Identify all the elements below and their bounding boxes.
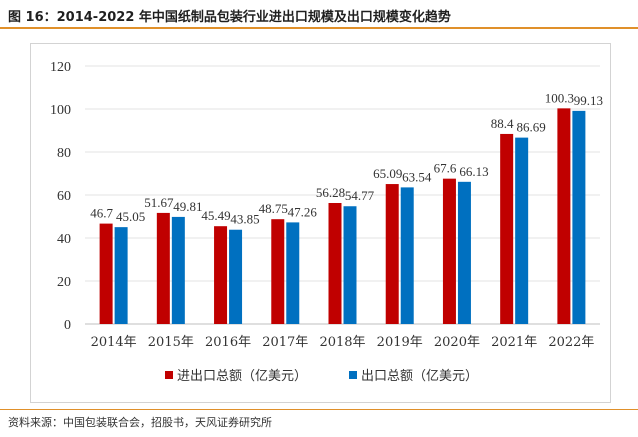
legend-export-label: 出口总额（亿美元） [361,369,478,384]
source-divider [0,409,638,410]
y-tick-label: 0 [64,318,71,333]
bars [99,108,586,324]
import-export-value-label: 100.3 [545,90,574,105]
export-bar [515,137,529,324]
y-tick-label: 120 [50,60,71,75]
x-tick-label: 2015年 [148,335,194,350]
legend: 进出口总额（亿美元） 出口总额（亿美元） [165,369,478,384]
x-tick-label: 2022年 [548,335,594,350]
export-bar [343,206,357,324]
import-export-bar [557,108,571,324]
export-bar [229,229,243,324]
import-export-value-label: 45.49 [201,208,230,223]
figure-title: 图 16：2014-2022 年中国纸制品包装行业进出口规模及出口规模变化趋势 [8,10,451,25]
export-value-label: 99.13 [574,93,603,108]
chart-frame [30,43,611,403]
export-value-label: 54.77 [345,188,375,203]
export-bar [400,187,414,324]
x-tick-label: 2017年 [262,335,308,350]
x-tick-label: 2014年 [91,335,137,350]
x-tick-label: 2016年 [205,335,251,350]
export-value-label: 86.69 [517,120,546,135]
import-export-value-label: 67.6 [434,161,457,176]
source-note: 资料来源：中国包装联合会，招股书，天风证券研究所 [8,416,272,429]
import-export-value-label: 48.75 [259,201,288,216]
y-tick-label: 60 [57,189,71,204]
y-tick-label: 100 [50,103,71,118]
export-bar [171,216,185,324]
export-value-label: 66.13 [459,164,488,179]
legend-import-export-label: 进出口总额（亿美元） [177,369,307,384]
legend-import-export-swatch [165,371,173,379]
import-export-value-label: 56.28 [316,185,345,200]
import-export-bar [500,133,514,324]
x-tick-label: 2021年 [491,335,537,350]
import-export-bar [328,202,342,324]
import-export-bar [99,223,113,324]
legend-export-swatch [349,371,357,379]
export-bar [572,110,586,324]
export-value-label: 43.85 [230,212,259,227]
export-value-label: 49.81 [173,199,202,214]
y-tick-label: 20 [57,275,71,290]
x-tick-label: 2018年 [319,335,365,350]
x-axis-tick-labels: 2014年 2015年 2016年 2017年 2018年 2019年 2020年 2021年… [91,335,595,350]
import-export-value-label: 46.7 [90,206,113,221]
y-tick-label: 80 [57,146,71,161]
export-bar [286,222,300,324]
export-value-label: 47.26 [288,204,318,219]
gridlines [85,65,600,325]
import-export-bar [385,184,399,324]
import-export-bar [271,219,285,324]
import-export-bar [442,178,456,324]
export-value-label: 63.54 [402,169,432,184]
x-tick-label: 2019年 [377,335,423,350]
import-export-value-label: 65.09 [373,166,402,181]
export-bar [457,181,471,324]
x-tick-label: 2020年 [434,335,480,350]
import-export-bar [214,226,228,324]
y-tick-label: 40 [57,232,71,247]
y-axis-tick-labels: 0 20 40 60 80 100 120 [50,60,71,333]
import-export-bar [156,212,170,324]
export-value-label: 45.05 [116,209,145,224]
import-export-value-label: 88.4 [491,116,514,131]
title-divider [0,27,638,29]
import-export-value-label: 51.67 [144,195,174,210]
export-bar [114,227,128,324]
